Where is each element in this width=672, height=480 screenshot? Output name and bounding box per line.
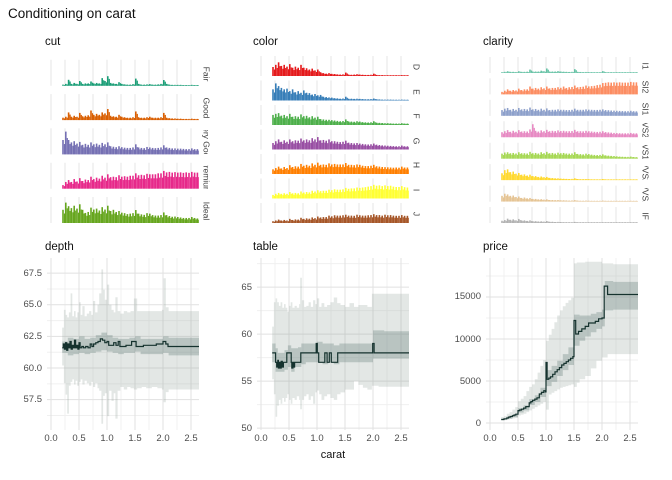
facet-strip-label: Fair bbox=[201, 66, 212, 82]
y-tick-label-price: 10000 bbox=[454, 333, 481, 345]
x-tick-label-price: 1.0 bbox=[539, 433, 553, 444]
x-tick-label-table: 0.0 bbox=[254, 433, 268, 444]
facet-strip-cut-2: Very Good bbox=[200, 130, 213, 154]
panel-title-cut: cut bbox=[45, 36, 61, 48]
x-tick-label-price: 0.0 bbox=[483, 433, 497, 444]
x-tick-label-price: 2.5 bbox=[623, 433, 637, 444]
facet-strip-color-1: E bbox=[410, 83, 423, 101]
facet-strip-color-4: H bbox=[410, 156, 423, 174]
line-chart-price bbox=[486, 258, 638, 430]
facet-strip-label: IF bbox=[640, 212, 651, 220]
facet-strip-label: J bbox=[411, 211, 422, 217]
x-tick-label-price: 2.0 bbox=[595, 433, 609, 444]
panel-title-clarity: clarity bbox=[483, 36, 514, 48]
facet-strip-cut-4: Ideal bbox=[200, 199, 213, 223]
facet-strip-color-2: F bbox=[410, 107, 423, 125]
y-tick-label-depth: 67.5 bbox=[23, 267, 43, 279]
figure-title: Conditioning on carat bbox=[8, 6, 136, 21]
y-tick-label-depth: 60.0 bbox=[23, 362, 43, 374]
facet-strip-clarity-1: SI2 bbox=[639, 80, 652, 94]
y-tick-label-price: 15000 bbox=[454, 291, 481, 303]
x-tick-label-price: 0.5 bbox=[511, 433, 525, 444]
facet-strip-label: H bbox=[411, 161, 422, 169]
hist-chart-clarity bbox=[489, 56, 638, 223]
facet-strip-cut-3: Premium bbox=[200, 165, 213, 189]
x-tick-label-depth: 1.5 bbox=[128, 433, 142, 444]
x-tick-label-depth: 0.5 bbox=[72, 433, 86, 444]
x-tick-label-price: 1.5 bbox=[567, 433, 581, 444]
facet-strip-clarity-7: IF bbox=[639, 209, 652, 223]
x-tick-label-table: 0.5 bbox=[282, 433, 296, 444]
facet-strip-color-3: G bbox=[410, 132, 423, 150]
facet-strip-label: VVS2 bbox=[640, 166, 651, 181]
y-tick-label-price: 0 bbox=[475, 417, 481, 429]
y-tick-label-depth: 62.5 bbox=[23, 330, 43, 342]
x-tick-label-table: 1.5 bbox=[338, 433, 352, 444]
facet-strip-color-0: D bbox=[410, 58, 423, 76]
y-tick-label-table: 55 bbox=[241, 375, 252, 387]
line-chart-depth bbox=[47, 258, 199, 430]
y-tick-label-depth: 65.0 bbox=[23, 299, 43, 311]
panel-title-table: table bbox=[253, 241, 278, 253]
y-tick-label-table: 50 bbox=[241, 422, 252, 434]
facet-strip-color-6: J bbox=[410, 205, 423, 223]
facet-strip-label: VS1 bbox=[640, 144, 651, 159]
panel-title-depth: depth bbox=[45, 241, 74, 253]
facet-strip-label: Very Good bbox=[201, 130, 212, 155]
facet-strip-label: SI1 bbox=[640, 102, 651, 116]
hist-chart-cut bbox=[50, 59, 199, 223]
facet-strip-label: VS2 bbox=[640, 123, 651, 138]
y-tick-label-price: 5000 bbox=[459, 375, 481, 387]
facet-strip-label: I1 bbox=[640, 62, 651, 70]
y-tick-label-table: 65 bbox=[241, 281, 252, 293]
y-tick-label-table: 60 bbox=[241, 328, 252, 340]
facet-strip-clarity-2: SI1 bbox=[639, 102, 652, 116]
facet-strip-label: G bbox=[411, 137, 422, 144]
y-tick-label-depth: 57.5 bbox=[23, 394, 43, 406]
facet-strip-label: I bbox=[411, 188, 422, 191]
panel-title-color: color bbox=[253, 36, 278, 48]
facet-strip-color-5: I bbox=[410, 181, 423, 199]
hist-chart-color bbox=[260, 56, 409, 223]
x-tick-label-table: 1.0 bbox=[310, 433, 324, 444]
x-tick-label-table: 2.5 bbox=[394, 433, 408, 444]
facet-strip-label: Ideal bbox=[201, 201, 212, 221]
x-tick-label-depth: 2.5 bbox=[184, 433, 198, 444]
facet-strip-label: F bbox=[411, 113, 422, 119]
x-tick-label-depth: 0.0 bbox=[44, 433, 58, 444]
facet-strip-clarity-4: VS1 bbox=[639, 145, 652, 159]
facet-strip-clarity-5: VVS2 bbox=[639, 166, 652, 180]
x-tick-label-table: 2.0 bbox=[366, 433, 380, 444]
facet-strip-clarity-0: I1 bbox=[639, 59, 652, 73]
x-axis-title: carat bbox=[320, 449, 346, 461]
x-tick-label-depth: 2.0 bbox=[156, 433, 170, 444]
facet-strip-label: VVS1 bbox=[640, 187, 651, 202]
facet-strip-cut-0: Fair bbox=[200, 62, 213, 86]
facet-strip-clarity-3: VS2 bbox=[639, 123, 652, 137]
facet-strip-label: D bbox=[411, 63, 422, 71]
facet-strip-label: SI2 bbox=[640, 80, 651, 94]
facet-strip-clarity-6: VVS1 bbox=[639, 188, 652, 202]
facet-strip-label: Good bbox=[201, 97, 212, 119]
line-chart-table bbox=[257, 258, 409, 430]
panel-title-price: price bbox=[483, 241, 508, 253]
facet-strip-label: Premium bbox=[201, 164, 212, 189]
x-tick-label-depth: 1.0 bbox=[100, 433, 114, 444]
facet-strip-label: E bbox=[411, 88, 422, 95]
facet-strip-cut-1: Good bbox=[200, 96, 213, 120]
